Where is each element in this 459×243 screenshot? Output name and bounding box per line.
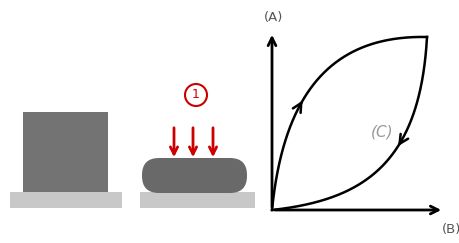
FancyBboxPatch shape: [23, 112, 108, 192]
FancyBboxPatch shape: [140, 192, 254, 208]
FancyBboxPatch shape: [10, 192, 122, 208]
FancyBboxPatch shape: [142, 158, 246, 193]
Circle shape: [185, 84, 207, 106]
Text: (A): (A): [264, 11, 283, 24]
Text: (B): (B): [442, 223, 459, 236]
Text: 1: 1: [192, 88, 200, 102]
Text: (C): (C): [370, 124, 392, 139]
